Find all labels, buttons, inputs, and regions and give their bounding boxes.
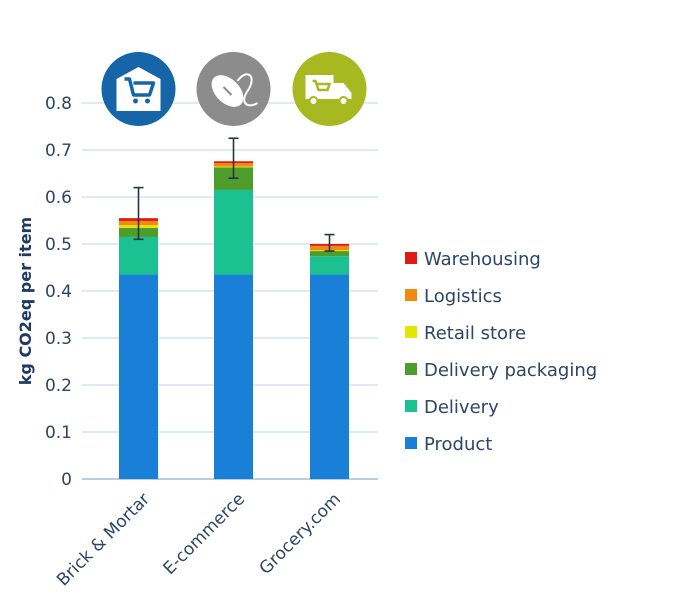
bar-segment-delivery	[214, 189, 253, 275]
legend-label: Warehousing	[424, 249, 541, 270]
x-tick-label: Brick & Mortar	[53, 489, 154, 590]
y-tick-label: 0.5	[45, 235, 72, 255]
truck-cart	[312, 79, 332, 92]
legend-swatch	[405, 437, 417, 449]
bar-segment-product	[310, 274, 349, 479]
truck-wheel	[308, 96, 319, 106]
legend-label: Delivery	[424, 397, 499, 418]
bar-segment-delivery	[119, 236, 158, 275]
y-axis-label: kg CO2eq per item	[16, 217, 35, 385]
cart-wheel	[133, 98, 138, 104]
legend-label: Delivery packaging	[424, 360, 597, 381]
mouse-cable	[236, 73, 259, 107]
legend-swatch	[405, 363, 417, 375]
legend-label: Product	[424, 434, 492, 455]
bar-segment-product	[214, 274, 253, 479]
y-tick-label: 0.7	[45, 141, 72, 161]
y-tick-label: 0.6	[45, 188, 72, 208]
y-tick-label: 0.8	[45, 94, 72, 114]
y-tick-label: 0	[61, 470, 72, 490]
bar-segment-delivery	[310, 256, 349, 275]
y-tick-label: 0.4	[45, 282, 72, 302]
legend-label: Retail store	[424, 323, 526, 344]
y-tick-label: 0.1	[45, 423, 72, 443]
truck-wheel	[338, 96, 349, 106]
mouse-button-line	[222, 86, 233, 96]
legend-swatch	[405, 289, 417, 301]
legend-swatch	[405, 400, 417, 412]
legend-swatch	[405, 326, 417, 338]
truck-cab	[333, 83, 352, 99]
x-tick-label: Grocery.com	[256, 489, 345, 578]
cart-shape	[124, 77, 156, 97]
legend-label: Logistics	[424, 286, 502, 307]
bar-segment-delivery-packaging	[310, 251, 349, 257]
x-tick-label: E-commerce	[159, 489, 249, 579]
y-tick-label: 0.2	[45, 376, 72, 396]
legend-swatch	[405, 252, 417, 264]
cart-wheel	[145, 98, 150, 104]
y-tick-label: 0.3	[45, 329, 72, 349]
bar-segment-product	[119, 274, 158, 479]
